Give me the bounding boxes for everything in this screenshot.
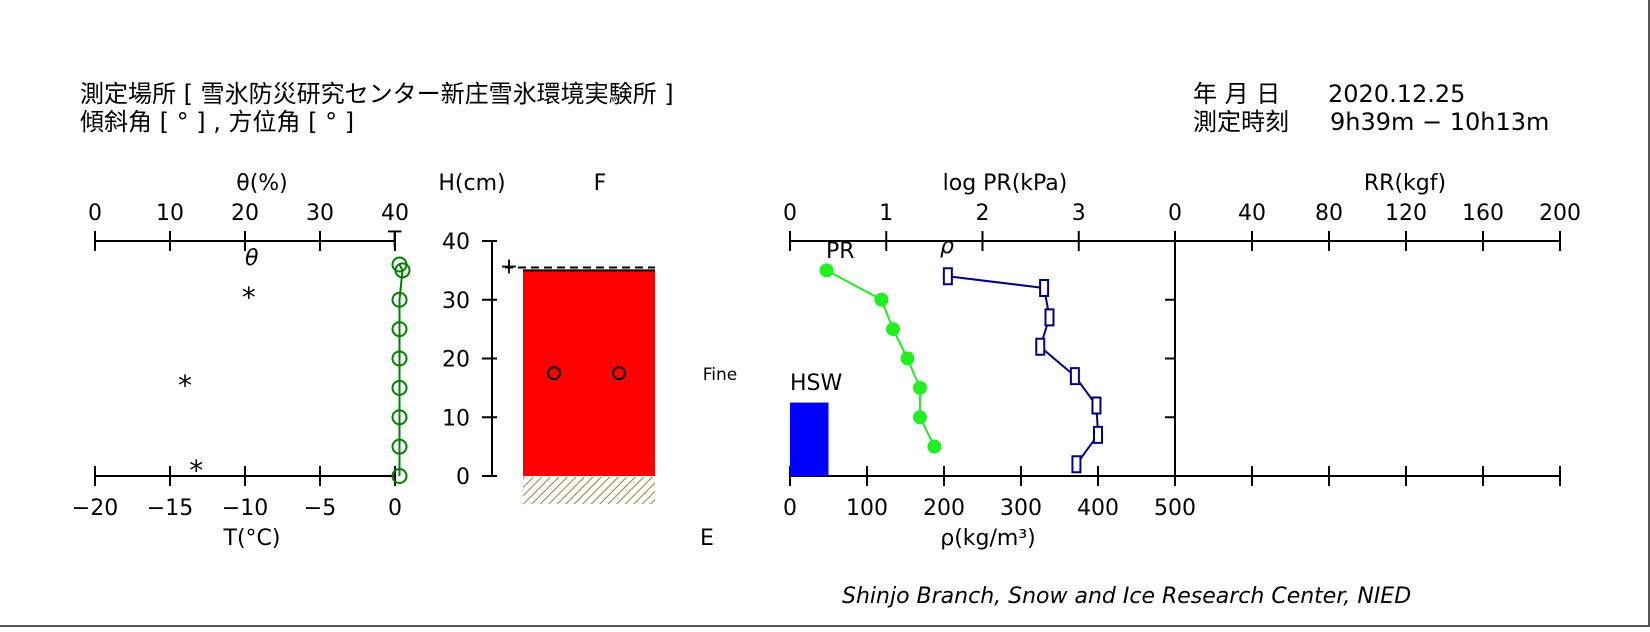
- density-series-label: ρ: [940, 234, 954, 259]
- pr-series-label: PR: [826, 239, 855, 264]
- theta-tick-label: 0: [88, 201, 102, 226]
- rr-tick-label: 0: [1168, 201, 1182, 226]
- rr-tick-label: 120: [1385, 201, 1427, 226]
- density-tick-label: 500: [1154, 496, 1196, 521]
- pr-point: [874, 292, 889, 307]
- rr-tick-label: 160: [1462, 201, 1504, 226]
- temp-axis-title: T(°C): [223, 526, 281, 551]
- date-label: 年 月 日: [1193, 80, 1280, 108]
- height-tick-label: 0: [456, 465, 470, 490]
- density-tick-label: 300: [1000, 496, 1042, 521]
- pr-tick-label: 3: [1072, 201, 1086, 226]
- density-point: [1039, 279, 1050, 297]
- pr-axis-title: log PR(kPa): [943, 171, 1068, 196]
- temp-tick-label: −10: [222, 496, 268, 521]
- temp-tick-label: −5: [304, 496, 336, 521]
- temperature-line: [398, 264, 404, 476]
- temperature-point: [391, 438, 408, 455]
- ground-hatch: [523, 477, 655, 504]
- pr-tick-label: 1: [879, 201, 893, 226]
- time-value: 9h39m − 10h13m: [1330, 108, 1549, 136]
- height-tick-label: 10: [442, 406, 470, 431]
- time-label: 測定時刻: [1193, 108, 1289, 136]
- density-point: [942, 267, 953, 286]
- temperature-point: [391, 468, 408, 484]
- density-tick-label: 0: [783, 496, 797, 521]
- temperature-point: [391, 379, 408, 396]
- height-tick-label: 40: [442, 230, 470, 255]
- density-point: [1069, 367, 1080, 386]
- theta-tick-label: 10: [156, 201, 184, 226]
- pr-point: [819, 263, 834, 278]
- pr-tick-label: 2: [976, 201, 990, 226]
- layer-mark: [547, 366, 561, 381]
- density-tick-label: 100: [846, 496, 888, 521]
- density-point: [1035, 337, 1046, 356]
- height-tick-label: 20: [442, 348, 470, 373]
- f-column-title: F: [594, 171, 607, 196]
- hsw-label: HSW: [790, 371, 843, 396]
- temperature-point: [391, 409, 408, 426]
- slope-label: 傾斜角 [ ° ] , 方位角 [ ° ]: [80, 108, 354, 136]
- date-value: 2020.12.25: [1328, 80, 1465, 108]
- rr-axis-title: RR(kgf): [1364, 171, 1446, 196]
- pr-point: [912, 380, 927, 395]
- theta-point: *: [242, 281, 256, 314]
- temperature-point: [391, 321, 408, 338]
- theta-point: *: [189, 454, 203, 487]
- theta-tick-label: 20: [231, 201, 259, 226]
- temperature-point: [394, 262, 411, 279]
- hsw-bar: [790, 402, 829, 476]
- theta-tick-label: 30: [306, 201, 334, 226]
- pr-point: [912, 410, 927, 425]
- density-point: [1093, 425, 1103, 444]
- pr-point: [900, 351, 915, 366]
- height-tick-label: 30: [442, 289, 470, 314]
- temp-tick-label: 0: [388, 496, 402, 521]
- footer-credit: Shinjo Branch, Snow and Ice Research Cen…: [842, 584, 1411, 609]
- density-tick-label: 200: [923, 496, 965, 521]
- snow-layer: [523, 270, 655, 476]
- pr-point: [885, 322, 900, 337]
- location-label: 測定場所 [ 雪氷防災研究センター新庄雪氷環境実験所 ]: [80, 80, 674, 108]
- density-tick-label: 400: [1077, 496, 1119, 521]
- layer-mark: [612, 366, 626, 381]
- rr-tick-label: 40: [1238, 201, 1266, 226]
- temp-tick-label: −15: [147, 496, 193, 521]
- rr-tick-label: 200: [1539, 201, 1581, 226]
- theta-point: *: [178, 369, 192, 402]
- rr-tick-label: 80: [1315, 201, 1343, 226]
- pr-point: [927, 439, 942, 454]
- density-axis-title: ρ(kg/m³): [940, 526, 1036, 551]
- surface-plus-mark: +: [500, 254, 518, 279]
- height-axis-title: H(cm): [438, 171, 505, 196]
- temperature-point: [391, 350, 408, 367]
- density-point: [1071, 455, 1082, 474]
- theta-axis-title: θ(%): [236, 171, 288, 196]
- temperature-point: [391, 291, 408, 308]
- temp-tick-label: −20: [72, 496, 118, 521]
- pr-tick-label: 0: [783, 201, 797, 226]
- theta-series-label: θ: [245, 246, 259, 271]
- e-column-title: E: [700, 526, 714, 551]
- density-point: [1091, 396, 1102, 415]
- grain-label: Fine: [703, 365, 738, 385]
- density-point: [1044, 308, 1055, 327]
- theta-tick-label: 40: [381, 201, 409, 226]
